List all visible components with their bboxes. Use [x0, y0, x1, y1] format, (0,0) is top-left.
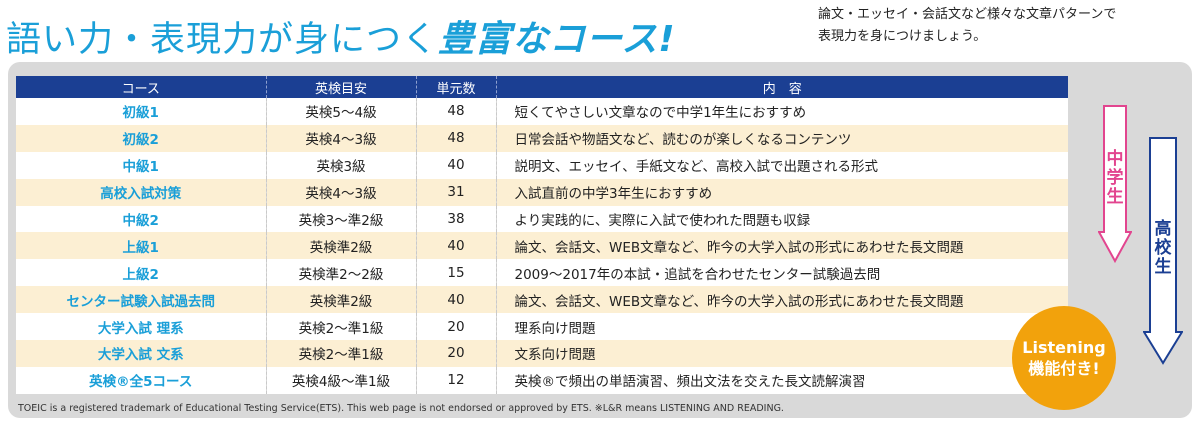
eiken-level: 英検2～準1級 [265, 313, 416, 341]
course-content: 入試直前の中学3年生におすすめ [495, 178, 1068, 206]
table-row: 大学入試 文系 英検2～準1級 20 文系向け問題 [16, 340, 1068, 367]
header-units: 単元数 [415, 76, 496, 98]
table-header-row: コース 英検目安 単元数 内 容 [16, 76, 1068, 98]
course-content: 理系向け問題 [495, 313, 1068, 341]
listening-badge: Listening 機能付き! [1012, 306, 1116, 410]
unit-count: 40 [415, 232, 496, 260]
header-eiken: 英検目安 [265, 76, 416, 98]
eiken-level: 英検準2級 [265, 232, 416, 260]
course-content: 2009～2017年の本試・追試を合わせたセンター試験過去問 [495, 259, 1068, 287]
course-name: 高校入試対策 [16, 178, 266, 206]
header-content: 内 容 [495, 76, 1068, 98]
title-main: 語い力・表現力が身につく [6, 20, 439, 60]
course-name: 上級2 [16, 259, 266, 287]
eiken-level: 英検4～3級 [265, 178, 416, 206]
unit-count: 40 [415, 151, 496, 179]
unit-count: 20 [415, 313, 496, 341]
course-table: コース 英検目安 単元数 内 容 初級1 英検5～4級 48 短くてやさしい文章… [16, 76, 1068, 394]
course-name: センター試験入試過去問 [16, 286, 266, 314]
table-row: 大学入試 理系 英検2～準1級 20 理系向け問題 [16, 313, 1068, 341]
course-content: 論文、会話文、WEB文章など、昨今の大学入試の形式にあわせた長文問題 [495, 286, 1068, 314]
eiken-level: 英検3級 [265, 151, 416, 179]
course-content: より実践的に、実際に入試で使われた問題も収録 [495, 205, 1068, 233]
table-row: センター試験入試過去問 英検準2級 40 論文、会話文、WEB文章など、昨今の大… [16, 286, 1068, 314]
subtitle-line-1: 論文・エッセイ・会話文など様々な文章パターンで [818, 7, 1117, 22]
course-name: 大学入試 文系 [16, 340, 266, 367]
subtitle: 論文・エッセイ・会話文など様々な文章パターンで 表現力を身につけましょう。 [818, 4, 1198, 48]
title-accent: 豊富なコース! [438, 19, 676, 60]
eiken-level: 英検準2級 [265, 286, 416, 314]
course-name: 初級2 [16, 124, 266, 152]
course-name: 英検®全5コース [16, 366, 266, 394]
course-name: 上級1 [16, 232, 266, 260]
course-content: 英検®で頻出の単語演習、頻出文法を交えた長文読解演習 [495, 366, 1068, 394]
table-row: 高校入試対策 英検4～3級 31 入試直前の中学3年生におすすめ [16, 178, 1068, 206]
junior-high-arrow-icon [1098, 105, 1132, 264]
table-row: 英検®全5コース 英検4級～準1級 12 英検®で頻出の単語演習、頻出文法を交え… [16, 366, 1068, 394]
eiken-level: 英検2～準1級 [265, 340, 416, 367]
course-content: 日常会話や物語文など、読むのが楽しくなるコンテンツ [495, 124, 1068, 152]
unit-count: 40 [415, 286, 496, 314]
eiken-level: 英検3～準2級 [265, 205, 416, 233]
eiken-level: 英検5～4級 [265, 98, 416, 125]
table-row: 初級1 英検5～4級 48 短くてやさしい文章なので中学1年生におすすめ [16, 98, 1068, 125]
course-name: 中級1 [16, 151, 266, 179]
course-name: 中級2 [16, 205, 266, 233]
table-row: 初級2 英検4～3級 48 日常会話や物語文など、読むのが楽しくなるコンテンツ [16, 124, 1068, 152]
eiken-level: 英検4～3級 [265, 124, 416, 152]
course-content: 論文、会話文、WEB文章など、昨今の大学入試の形式にあわせた長文問題 [495, 232, 1068, 260]
high-school-arrow-icon [1143, 137, 1183, 365]
eiken-level: 英検4級～準1級 [265, 366, 416, 394]
subtitle-line-2: 表現力を身につけましょう。 [818, 29, 987, 44]
unit-count: 38 [415, 205, 496, 233]
table-row: 中級1 英検3級 40 説明文、エッセイ、手紙文など、高校入試で出題される形式 [16, 151, 1068, 179]
header-course: コース [16, 76, 266, 98]
unit-count: 31 [415, 178, 496, 206]
unit-count: 48 [415, 124, 496, 152]
badge-line-1: Listening [1022, 338, 1106, 357]
high-school-label: 高校生 [1154, 219, 1172, 277]
trademark-notice: TOEIC is a registered trademark of Educa… [18, 403, 784, 414]
table-row: 上級2 英検準2～2級 15 2009～2017年の本試・追試を合わせたセンター… [16, 259, 1068, 287]
badge-line-2: 機能付き! [1028, 359, 1100, 378]
unit-count: 48 [415, 98, 496, 125]
course-name: 初級1 [16, 98, 266, 125]
page-title: 語い力・表現力が身につく 豊富なコース! [6, 2, 676, 58]
header: 語い力・表現力が身につく 豊富なコース! 論文・エッセイ・会話文など様々な文章パ… [0, 0, 1200, 62]
table-row: 上級1 英検準2級 40 論文、会話文、WEB文章など、昨今の大学入試の形式にあ… [16, 232, 1068, 260]
unit-count: 15 [415, 259, 496, 287]
junior-high-label: 中学生 [1106, 149, 1124, 207]
table-row: 中級2 英検3～準2級 38 より実践的に、実際に入試で使われた問題も収録 [16, 205, 1068, 233]
unit-count: 20 [415, 340, 496, 367]
course-content: 説明文、エッセイ、手紙文など、高校入試で出題される形式 [495, 151, 1068, 179]
course-name: 大学入試 理系 [16, 313, 266, 341]
unit-count: 12 [415, 366, 496, 394]
course-content: 短くてやさしい文章なので中学1年生におすすめ [495, 98, 1068, 125]
course-content: 文系向け問題 [495, 340, 1068, 367]
eiken-level: 英検準2～2級 [265, 259, 416, 287]
